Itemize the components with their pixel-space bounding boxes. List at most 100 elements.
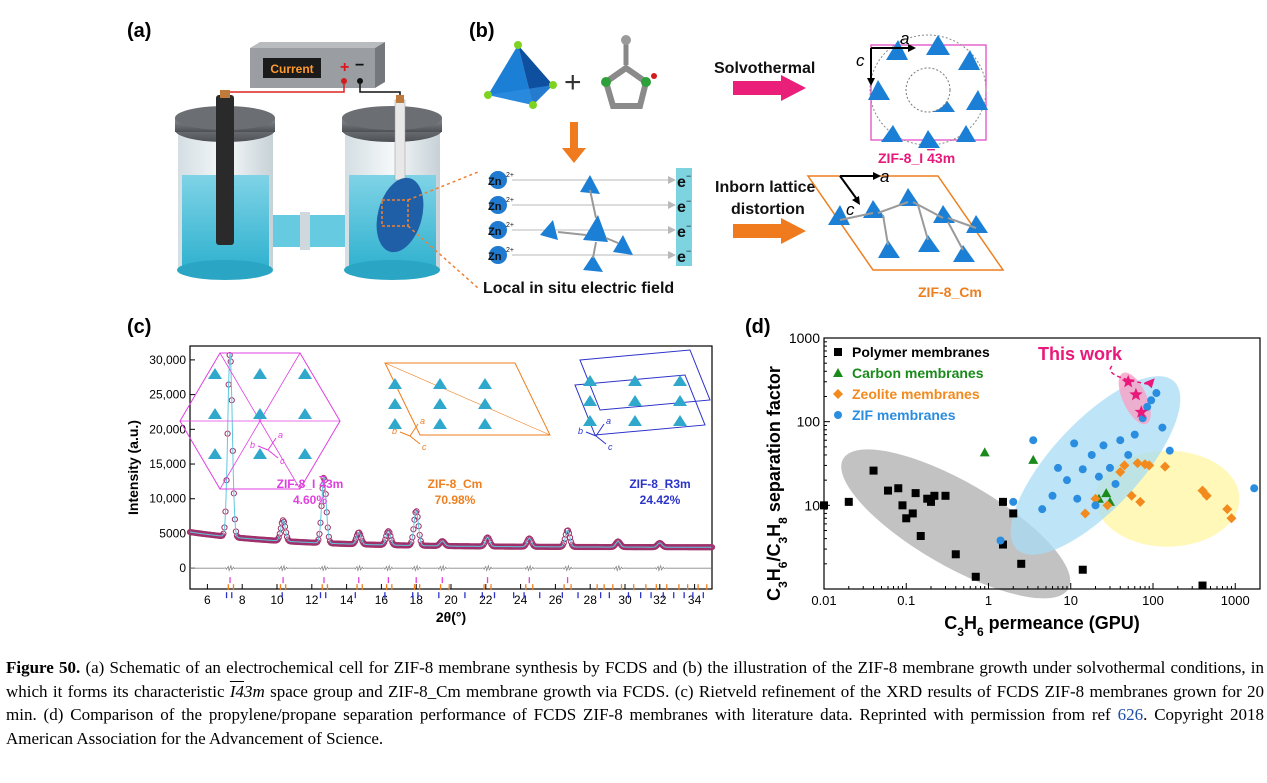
xrd-rietveld-chart: 0 5000 10,000 15,000 20,000 25,000 30,000 6 8 10 1… [125,345,716,625]
data-point [1134,405,1148,418]
observed-point [279,517,287,524]
legend-entry: Zeolite membranes [852,386,980,402]
svg-text:b: b [392,426,397,436]
svg-text:c: c [846,200,855,219]
data-point [1099,441,1108,450]
data-point [844,497,853,506]
data-point [1048,491,1057,500]
observed-point [275,534,282,541]
inset-phase-fraction: 24.42% [640,493,681,507]
zn-ion-label: Zn [488,176,502,188]
data-point [834,348,842,356]
data-point [884,486,893,495]
data-point [1087,450,1096,459]
inset-lattice-2 [384,362,551,436]
y-axis-label: C3H6/C3H8 separation factor [764,366,790,601]
data-point [1105,463,1114,472]
y-tick-label: 1000 [789,330,820,346]
observed-point [560,539,567,547]
observed-point [387,532,394,540]
power-supply: Current + − [250,42,385,88]
data-point [1222,504,1233,515]
panel-label-b: (b) [469,20,495,42]
data-point [1116,436,1125,445]
electric-field-diagram: Zn2+ Zn2+ Zn2+ Zn2+ e − e − e − e − [488,168,692,272]
data-point [998,497,1007,506]
svg-text:e: e [677,224,686,241]
x-tick-label: 6 [204,593,211,607]
x-tick-label: 24 [514,593,528,607]
data-point [971,572,980,581]
data-point [1124,450,1133,459]
zn-ion-row-1: Zn 2+ [488,171,514,189]
svg-text:a: a [420,416,425,426]
x-tick-label: 30 [618,593,632,607]
data-point [927,497,936,506]
reference-link[interactable]: 626 [1117,705,1144,724]
data-point [1062,476,1071,485]
chart-legend: Polymer membranes Carbon membranes Zeolite… [833,344,990,423]
left-vessel [175,90,275,280]
electrochemical-cell-illustration: Current + − [175,42,479,289]
series-zeolite-membranes [1080,458,1237,524]
data-point [1115,467,1126,478]
data-point [911,489,920,498]
data-point [996,536,1005,545]
caption-text-1: (a) Schematic of an electrochemical cell… [6,658,1264,701]
product-cm-label: ZIF-8_Cm [918,284,982,300]
svg-text:Zn: Zn [488,251,502,263]
x-tick-label: 1 [985,593,992,608]
zn-ion-row-3: Zn 2+ [488,221,514,239]
data-point [1091,501,1100,510]
x-tick-label: 8 [239,593,246,607]
data-point [1054,463,1063,472]
legend-entry: ZIF membranes [852,407,956,423]
inset-phase-label: ZIF-8_R3m [629,477,690,491]
data-point [1158,423,1167,432]
svg-text:c: c [280,456,285,466]
data-point [1129,387,1143,401]
inset-axis-glyph: a b c [578,416,613,452]
x-tick-label: 16 [375,593,389,607]
inset-lattice-3 [574,349,711,436]
data-point [1160,461,1171,472]
legend-entry: Polymer membranes [852,344,990,360]
svg-text:c: c [608,442,613,452]
x-tick-label: 18 [410,593,424,607]
data-point [1080,508,1091,519]
data-point [1130,430,1139,439]
svg-text:2+: 2+ [506,247,514,254]
svg-text:−: − [686,196,691,206]
panel-label-a: (a) [127,20,152,42]
inset-phase-label: ZIF-8_Cm [428,477,483,491]
svg-text:e: e [677,199,686,216]
zn-ion-row-4: Zn 2+ [488,246,514,264]
data-point [1226,513,1237,524]
plot-frame [823,337,1261,590]
x-tick-label: 20 [444,593,458,607]
data-point [1073,494,1082,503]
this-work-arrowhead [1144,378,1155,389]
svg-text:e: e [677,249,686,266]
data-point [1009,497,1018,506]
data-point [916,531,925,540]
data-point [1028,454,1039,464]
x-tick-label: 0.1 [897,593,915,608]
data-point [1135,496,1146,507]
data-point [1102,500,1113,511]
data-point [1143,402,1152,411]
x-tick-label: 26 [549,593,563,607]
series-zif-membranes [996,389,1259,545]
solvothermal-arrow-icon [733,75,806,101]
zif8-growth-illustration: + Zn2+ Zn2+ Zn2+ Zn2+ e − e − e − e − [483,30,1005,300]
figure-label: Figure 50. [6,658,81,677]
svg-text:a: a [278,430,283,440]
series-polymer-membranes [820,466,1207,590]
svg-text:−: − [686,246,691,256]
svg-text:2+: 2+ [506,197,514,204]
product-i43m-label: ZIF-8_I 43m [878,150,955,166]
x-tick-label: 10 [1064,593,1078,608]
x-tick-label: 32 [653,593,667,607]
caption-text-2: space group and ZIF-8_Cm membrane growth… [6,681,1264,725]
svg-text:b: b [578,426,583,436]
